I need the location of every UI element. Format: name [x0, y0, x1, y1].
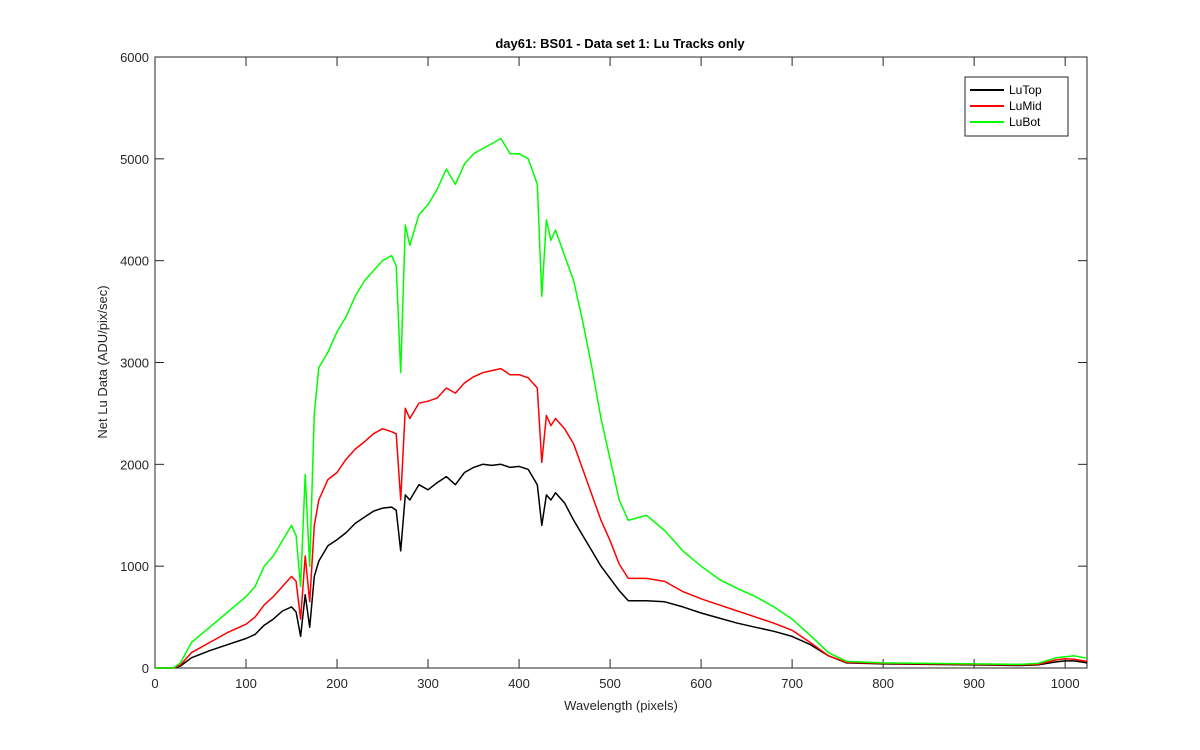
y-tick-label: 5000 — [120, 152, 149, 167]
y-axis-label: Net Lu Data (ADU/pix/sec) — [95, 285, 110, 438]
legend-entry-lutop: LuTop — [1009, 83, 1042, 97]
x-tick-label: 400 — [508, 676, 530, 691]
x-tick-label: 0 — [151, 676, 158, 691]
y-tick-label: 3000 — [120, 356, 149, 371]
axes-box — [154, 56, 1088, 669]
series-layer — [155, 137, 1088, 669]
axis-ticks: 0 100 200 300 400 500 600 700 800 900 1000 0 1000 200… — [120, 50, 1087, 691]
legend: LuTop LuMid LuBot — [964, 76, 1069, 137]
plot-area — [154, 56, 1088, 669]
x-tick-label: 900 — [963, 676, 985, 691]
series-line-lutop — [155, 463, 1088, 669]
y-tick-label: 4000 — [120, 254, 149, 269]
chart-title: day61: BS01 - Data set 1: Lu Tracks only — [495, 36, 745, 51]
y-tick-label: 6000 — [120, 50, 149, 65]
x-axis-label: Wavelength (pixels) — [564, 698, 678, 713]
y-tick-label: 2000 — [120, 457, 149, 472]
x-tick-label: 200 — [326, 676, 348, 691]
legend-entry-lumid: LuMid — [1009, 99, 1042, 113]
x-tick-label: 300 — [417, 676, 439, 691]
legend-entry-lubot: LuBot — [1009, 115, 1041, 129]
x-tick-label: 700 — [781, 676, 803, 691]
x-tick-label: 800 — [872, 676, 894, 691]
y-tick-label: 1000 — [120, 559, 149, 574]
x-tick-label: 600 — [690, 676, 712, 691]
x-tick-label: 100 — [235, 676, 257, 691]
x-tick-label: 500 — [599, 676, 621, 691]
series-line-lumid — [155, 367, 1088, 669]
x-tick-label: 1000 — [1051, 676, 1080, 691]
series-line-lubot — [155, 137, 1088, 669]
y-tick-label: 0 — [142, 661, 149, 676]
